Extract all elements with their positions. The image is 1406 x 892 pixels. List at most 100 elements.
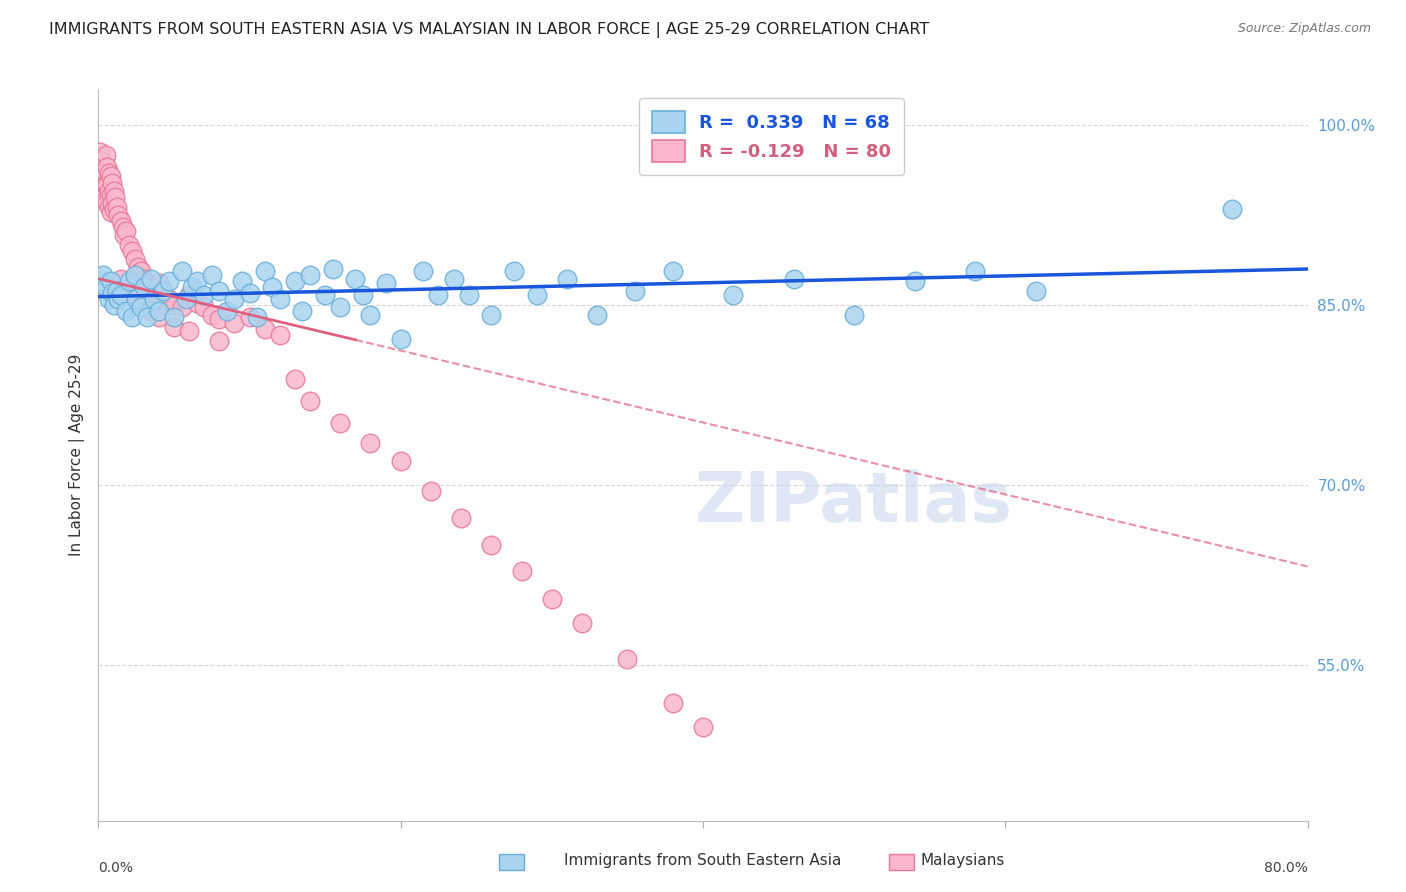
Point: [98, 200, 121, 214]
Point: [246, 310, 269, 324]
Point: [125, 288, 148, 302]
Point: [783, 271, 806, 285]
Point: [91, 268, 114, 282]
Point: [262, 280, 284, 294]
Point: [141, 304, 163, 318]
Point: [1220, 202, 1243, 216]
Point: [170, 264, 193, 278]
Point: [540, 591, 562, 606]
Point: [94, 178, 117, 193]
Point: [186, 274, 208, 288]
Y-axis label: In Labor Force | Age 25-29: In Labor Force | Age 25-29: [69, 354, 84, 556]
Point: [110, 288, 132, 302]
Point: [526, 288, 548, 302]
Point: [103, 202, 125, 216]
Point: [159, 292, 181, 306]
Point: [152, 284, 174, 298]
Point: [152, 284, 174, 298]
Point: [181, 280, 204, 294]
Point: [148, 304, 170, 318]
Point: [100, 187, 122, 202]
Point: [129, 301, 152, 315]
Point: [571, 615, 593, 630]
Point: [94, 193, 117, 207]
Point: [420, 483, 443, 498]
Point: [284, 274, 307, 288]
Point: [114, 304, 136, 318]
Point: [135, 277, 157, 291]
Point: [124, 268, 146, 282]
Point: [965, 264, 987, 278]
Point: [98, 292, 121, 306]
Point: [299, 394, 322, 409]
Point: [193, 301, 215, 315]
Point: [132, 295, 155, 310]
Point: [201, 308, 224, 322]
Point: [692, 720, 714, 734]
Point: [360, 436, 382, 450]
Point: [163, 310, 186, 324]
Point: [118, 238, 141, 252]
Point: [143, 292, 166, 306]
Text: IMMIGRANTS FROM SOUTH EASTERN ASIA VS MALAYSIAN IN LABOR FORCE | AGE 25-29 CORRE: IMMIGRANTS FROM SOUTH EASTERN ASIA VS MA…: [49, 22, 929, 38]
Point: [253, 264, 276, 278]
Point: [141, 284, 163, 298]
Point: [1024, 284, 1046, 298]
Point: [389, 454, 412, 468]
Point: [121, 310, 143, 324]
Point: [125, 292, 148, 306]
Point: [344, 271, 367, 285]
Point: [132, 271, 155, 285]
Point: [174, 292, 197, 306]
Point: [148, 277, 170, 291]
Point: [93, 190, 115, 204]
Point: [111, 220, 134, 235]
Point: [103, 184, 125, 198]
Point: [98, 166, 121, 180]
Point: [105, 284, 128, 298]
Point: [132, 280, 155, 294]
Point: [555, 271, 578, 285]
Text: 0.0%: 0.0%: [98, 861, 134, 875]
Point: [96, 160, 118, 174]
Point: [224, 316, 246, 330]
Point: [93, 172, 115, 186]
Legend: R =  0.339   N = 68, R = -0.129   N = 80: R = 0.339 N = 68, R = -0.129 N = 80: [640, 98, 904, 175]
Point: [118, 280, 141, 294]
Point: [661, 696, 683, 710]
Text: 80.0%: 80.0%: [1264, 861, 1308, 875]
Point: [443, 271, 465, 285]
Point: [624, 284, 647, 298]
Point: [141, 271, 163, 285]
Point: [215, 304, 238, 318]
Point: [427, 288, 450, 302]
Point: [101, 176, 124, 190]
Point: [904, 274, 927, 288]
Point: [100, 169, 122, 183]
Point: [239, 310, 262, 324]
Point: [100, 274, 122, 288]
Point: [91, 166, 114, 180]
Point: [510, 564, 533, 578]
Text: Immigrants from South Eastern Asia: Immigrants from South Eastern Asia: [564, 854, 842, 868]
Point: [90, 172, 112, 186]
Point: [186, 295, 208, 310]
Point: [101, 196, 124, 211]
Point: [329, 416, 352, 430]
Point: [110, 271, 132, 285]
Point: [616, 652, 638, 666]
Point: [91, 178, 114, 193]
Point: [284, 372, 307, 386]
Point: [100, 204, 122, 219]
Point: [844, 308, 866, 322]
Point: [107, 208, 129, 222]
Point: [127, 260, 149, 274]
Point: [110, 214, 132, 228]
Point: [291, 304, 314, 318]
Point: [329, 301, 352, 315]
Point: [163, 298, 186, 312]
Point: [231, 274, 253, 288]
Point: [299, 268, 322, 282]
Text: Malaysians: Malaysians: [921, 854, 1005, 868]
Point: [322, 262, 344, 277]
